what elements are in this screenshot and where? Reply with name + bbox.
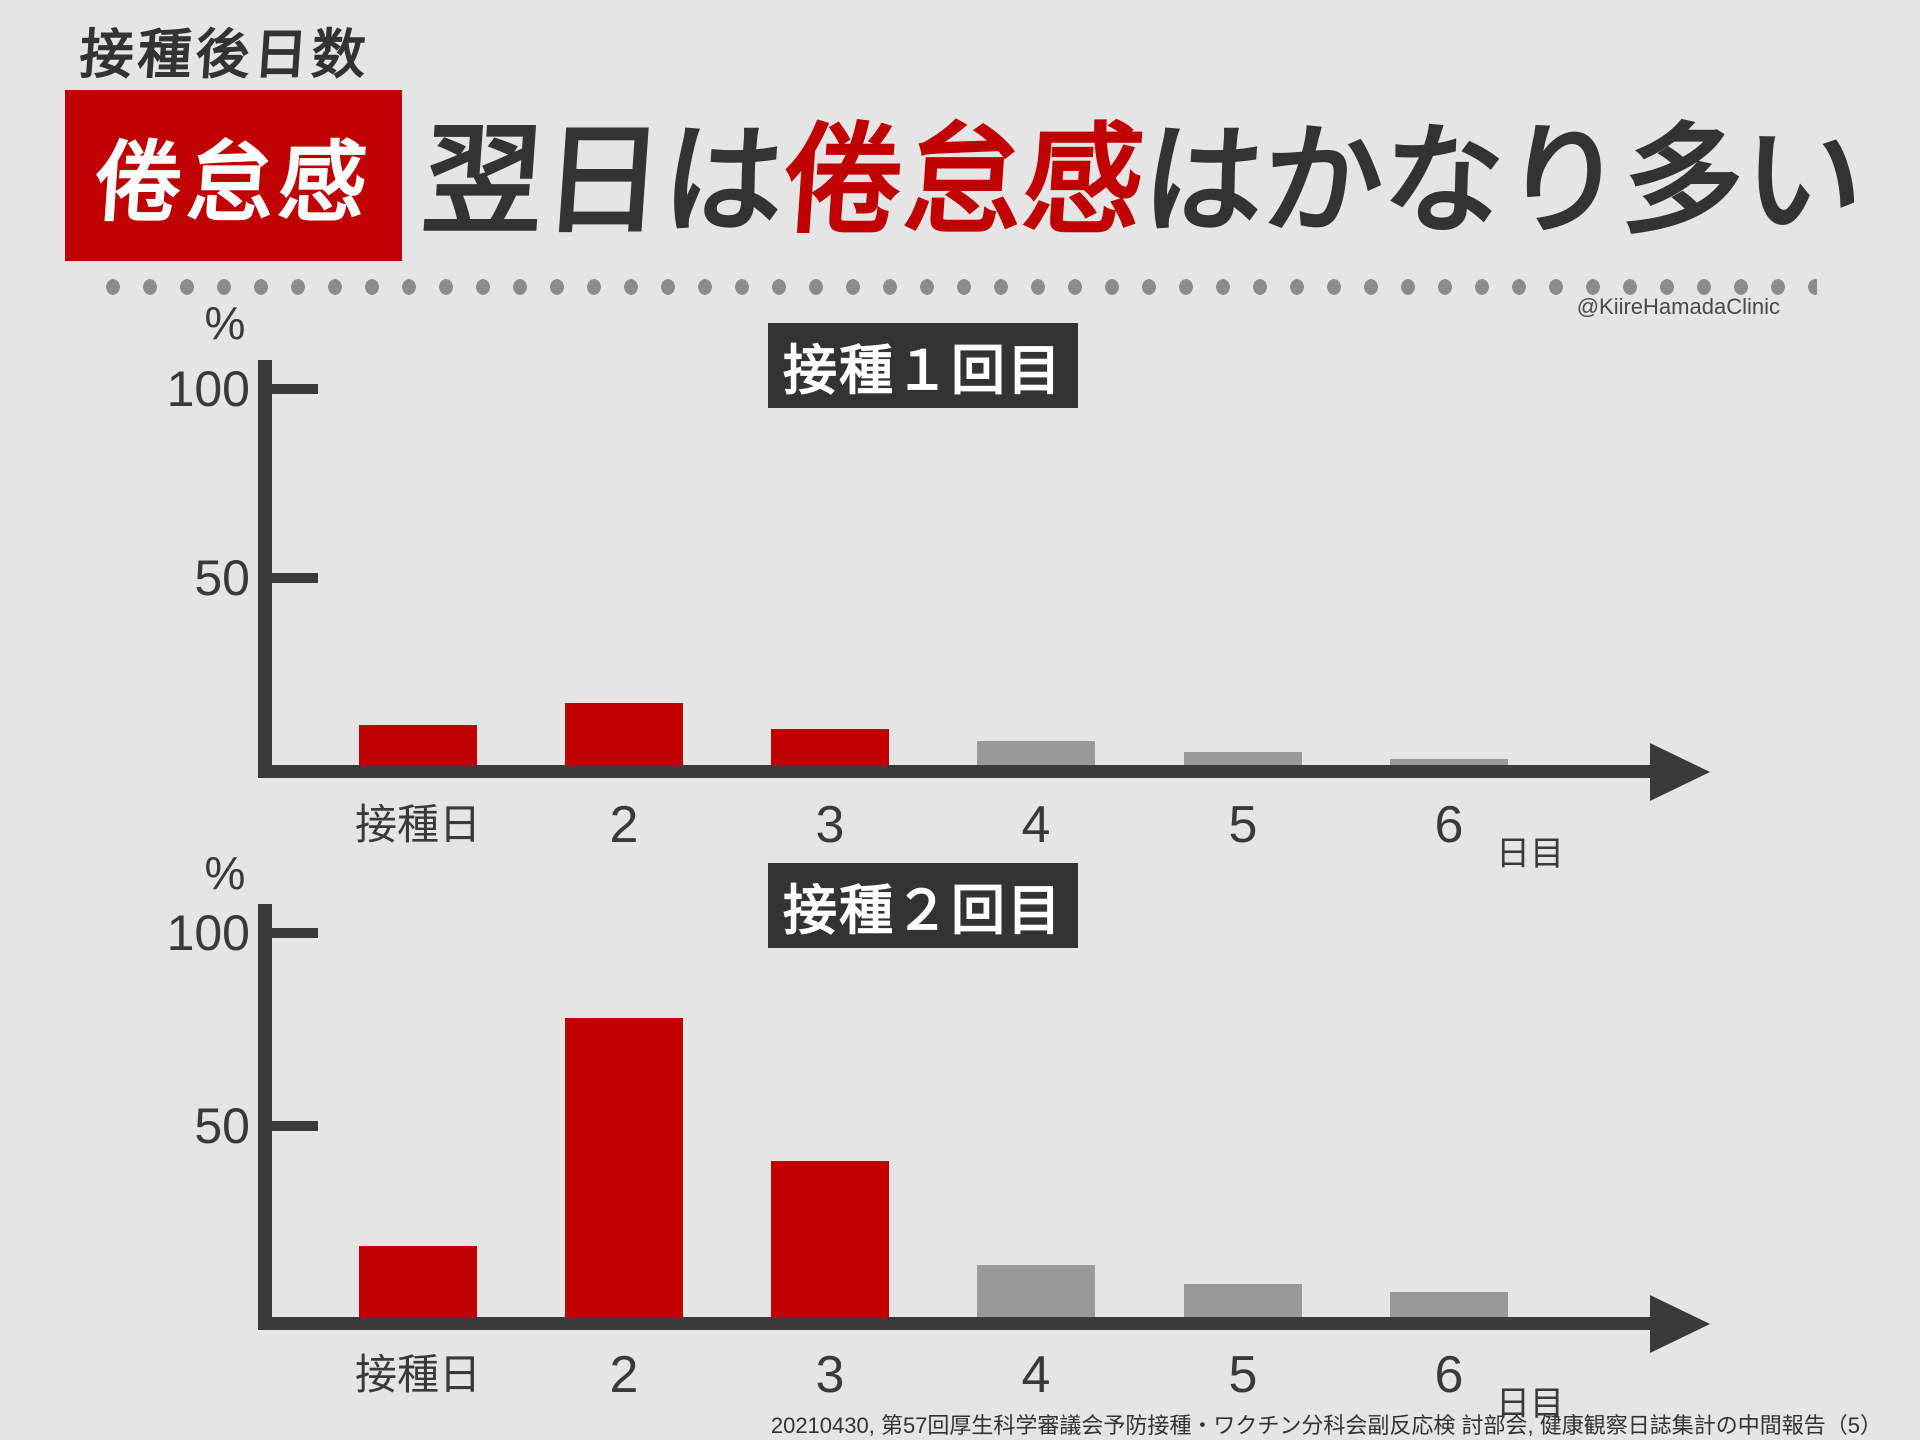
y-tick-label-50: 50	[194, 550, 250, 606]
x-axis-unit-label: 日目	[1496, 1385, 1564, 1423]
title-highlight: 倦怠感	[778, 114, 1148, 248]
title-post: はかなり多い	[1138, 114, 1868, 248]
symptom-badge: 倦怠感	[65, 90, 402, 261]
x-axis	[258, 1317, 1658, 1330]
x-axis-unit-label: 日目	[1496, 835, 1564, 873]
title-pre: 翌日は	[418, 114, 788, 248]
y-tick-mark-100	[270, 384, 318, 394]
y-tick-label-50: 50	[194, 1098, 250, 1154]
x-tick-label: 3	[815, 796, 845, 854]
y-axis	[258, 360, 272, 778]
y-tick-label-100: 100	[166, 361, 250, 417]
page-title: 翌日は 倦怠感 はかなり多い	[419, 92, 1870, 248]
x-tick-label: 4	[1021, 1346, 1051, 1404]
y-axis	[258, 904, 272, 1330]
dotted-divider	[95, 279, 1817, 295]
x-tick-label: 5	[1228, 796, 1258, 854]
x-tick-label: 接種日	[354, 1351, 481, 1398]
y-tick-label-100: 100	[166, 905, 250, 961]
credit-handle: @KiireHamadaClinic	[1576, 294, 1780, 319]
chart-second-dose: % 100 50 接種２回目 日目 接種日 2 3 4 5 6	[0, 840, 1920, 1423]
source-citation: 20210430, 第57回厚生科学審議会予防接種・ワクチン分科会副反応検 討部…	[770, 1413, 1882, 1438]
x-tick-label: 3	[815, 1346, 845, 1404]
x-axis	[258, 765, 1658, 778]
x-tick-label: 接種日	[354, 801, 481, 848]
x-axis-arrowhead-icon	[1650, 1295, 1710, 1353]
chart-title-dose2: 接種２回目	[768, 863, 1078, 948]
x-tick-label: 2	[609, 796, 639, 854]
y-tick-mark-50	[270, 573, 318, 583]
bar-dose2-day-3	[771, 1161, 889, 1326]
x-tick-label: 5	[1228, 1346, 1258, 1404]
y-tick-mark-100	[270, 928, 318, 938]
chart-title-dose1: 接種１回目	[768, 323, 1078, 408]
x-tick-label: 4	[1021, 796, 1051, 854]
x-axis-arrowhead-icon	[1650, 743, 1710, 801]
symptom-badge-label: 倦怠感	[91, 133, 375, 232]
y-axis-unit-label: %	[204, 847, 246, 899]
y-tick-mark-50	[270, 1121, 318, 1131]
chart-first-dose: % 100 50 接種１回目 日目 接種日 2 3 4 5 6	[0, 290, 1920, 873]
eyebrow-label: 接種後日数	[77, 25, 372, 85]
x-tick-label: 6	[1434, 1346, 1464, 1404]
bar-dose2-day-2	[565, 1018, 683, 1326]
bar-dose1-day-2	[565, 703, 683, 774]
bar-dose2-day-接種日	[359, 1246, 477, 1326]
bar-dose2-day-4	[977, 1265, 1095, 1326]
x-tick-label: 2	[609, 1346, 639, 1404]
y-axis-unit-label: %	[204, 297, 246, 349]
x-tick-label: 6	[1434, 796, 1464, 854]
